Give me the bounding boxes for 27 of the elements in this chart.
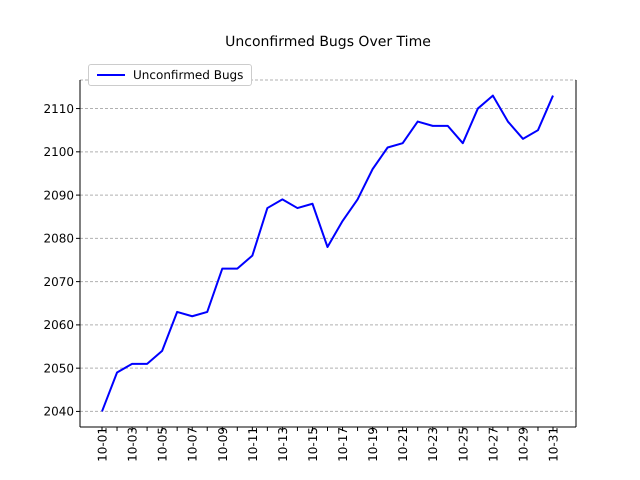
x-tick-label: 10-29 — [516, 427, 530, 462]
x-tick-label: 10-05 — [156, 427, 170, 462]
legend-label: Unconfirmed Bugs — [133, 68, 244, 82]
x-tick-label: 10-19 — [366, 427, 380, 462]
y-tick-label: 2070 — [43, 274, 74, 289]
x-tick-label: 10-17 — [336, 427, 350, 462]
y-tick-label: 2100 — [43, 145, 74, 160]
y-tick-label: 2040 — [43, 404, 74, 419]
x-tick-label: 10-23 — [426, 427, 440, 462]
x-tick-label: 10-01 — [96, 427, 110, 462]
y-tick-label: 2060 — [43, 318, 74, 332]
x-tick-label: 10-27 — [486, 427, 500, 462]
x-tick-label: 10-21 — [396, 427, 410, 462]
x-tick-label: 10-03 — [126, 427, 140, 462]
y-tick-label: 2110 — [43, 102, 74, 116]
chart-title: Unconfirmed Bugs Over Time — [224, 34, 432, 50]
x-tick-label: 10-31 — [546, 427, 561, 462]
y-tick-label: 2090 — [43, 188, 74, 202]
x-tick-label: 10-15 — [306, 427, 320, 462]
y-tick-label: 2050 — [43, 361, 74, 376]
line-series — [101, 94, 554, 412]
y-tick-label: 2080 — [43, 232, 74, 246]
x-tick-label: 10-13 — [276, 427, 290, 462]
x-tick-label: 10-07 — [186, 427, 200, 462]
x-tick-label: 10-25 — [456, 427, 470, 462]
x-tick-label: 10-11 — [246, 427, 260, 462]
x-tick-label: 10-09 — [216, 427, 230, 462]
